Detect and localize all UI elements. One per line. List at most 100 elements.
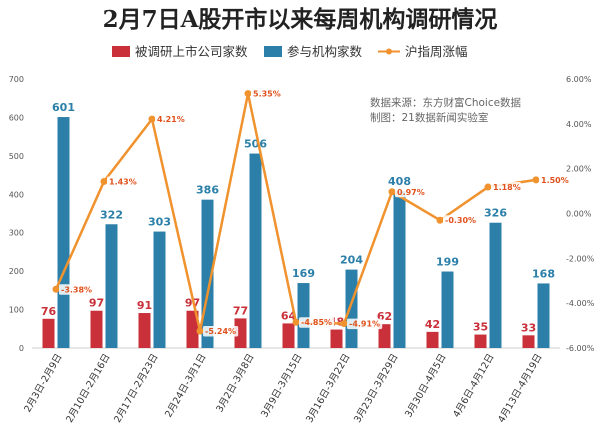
data-label-index: 1.18% — [493, 183, 521, 192]
y-left-tick-label: 200 — [9, 267, 24, 276]
data-label-institutions: 326 — [484, 207, 507, 220]
data-label-index: -5.24% — [205, 327, 236, 336]
bar-institutions — [249, 153, 262, 348]
data-label-companies: 77 — [233, 304, 248, 317]
source-line: 数据来源：东方财富Choice数据 — [370, 96, 522, 109]
index-point — [244, 90, 252, 98]
index-point — [292, 318, 300, 326]
bar-companies — [234, 318, 247, 348]
legend-label-index: 沪指周涨幅 — [405, 44, 468, 59]
data-label-companies: 97 — [89, 297, 104, 310]
data-label-index: 5.35% — [253, 90, 281, 99]
y-left-tick-label: 700 — [9, 75, 24, 84]
bar-companies — [42, 318, 55, 348]
data-label-index: -4.85% — [301, 318, 332, 327]
index-point — [388, 188, 396, 196]
bar-institutions — [57, 117, 70, 349]
bar-institutions — [297, 283, 310, 348]
bar-institutions — [345, 269, 358, 348]
index-label-bg — [443, 215, 479, 226]
legend-marker-index — [386, 48, 392, 55]
y-right-tick-label: -2.00% — [566, 254, 595, 263]
y-axis-right: -6.00% -4.00% -2.00% 0.00% 2.00% 4.00% 6.00% — [566, 75, 595, 353]
bar-institutions — [489, 222, 502, 348]
data-label-companies: 33 — [521, 321, 536, 334]
index-label-bg — [491, 182, 521, 193]
index-point — [196, 327, 204, 335]
y-right-tick-label: -4.00% — [566, 299, 595, 308]
bar-institutions — [441, 271, 454, 348]
index-label-bg — [107, 176, 137, 187]
y-right-tick-label: -6.00% — [566, 344, 595, 353]
index-point — [436, 216, 444, 224]
y-right-tick-label: 6.00% — [566, 75, 592, 84]
index-label-bg — [395, 186, 425, 198]
data-label-institutions: 204 — [340, 254, 363, 267]
y-left-tick-label: 100 — [9, 306, 24, 315]
y-axis-left: 0 100 200 300 400 500 600 700 — [9, 75, 24, 353]
bar-companies — [90, 310, 103, 348]
index-label-bg — [203, 325, 239, 337]
data-label-companies: 91 — [137, 299, 152, 312]
data-label-institutions: 303 — [148, 216, 171, 229]
index-line — [54, 92, 537, 333]
x-tick-label: 2月17日-2月23日 — [112, 352, 160, 424]
x-tick-label: 3月9日-3月15日 — [259, 352, 304, 420]
data-label-index: 1.50% — [541, 176, 569, 185]
data-label-index: -0.30% — [445, 216, 476, 225]
data-label-institutions: 386 — [196, 184, 219, 197]
x-tick-label: 2月24日-3月1日 — [163, 352, 208, 420]
data-label-companies: 42 — [425, 318, 440, 331]
index-point — [340, 320, 348, 328]
data-label-index: 1.43% — [109, 177, 137, 186]
legend-label-institutions: 参与机构家数 — [287, 44, 363, 59]
legend-label-companies: 被调研上市公司家数 — [135, 44, 248, 59]
y-right-tick-label: 4.00% — [566, 120, 592, 129]
bar-companies — [186, 310, 199, 348]
y-left-tick-label: 500 — [9, 152, 24, 161]
bar-companies — [138, 313, 151, 348]
y-right-tick-label: 0.00% — [566, 210, 592, 219]
y-left-tick-label: 0 — [19, 344, 24, 353]
index-label-bg — [251, 88, 281, 100]
x-tick-label: 2月3日-2月9日 — [22, 352, 64, 414]
data-label-companies: 76 — [41, 305, 57, 318]
bar-companies — [426, 331, 439, 348]
data-label-institutions: 601 — [52, 101, 75, 114]
bar-companies — [282, 323, 295, 348]
index-point — [148, 115, 156, 123]
x-tick-label: 3月23日-3月29日 — [352, 352, 400, 424]
x-tick-label: 3月2日-3月8日 — [214, 352, 256, 414]
data-label-index: -3.38% — [61, 285, 92, 294]
data-label-index: 4.21% — [157, 115, 185, 124]
y-left-tick-label: 600 — [9, 113, 24, 122]
index-point — [100, 177, 108, 185]
data-label-companies: 35 — [473, 321, 488, 334]
data-label-institutions: 169 — [292, 267, 315, 280]
index-label-bg — [155, 114, 185, 125]
index-label-bg — [299, 317, 335, 328]
y-left-tick-label: 400 — [9, 190, 24, 199]
bar-companies — [378, 324, 391, 348]
bar-companies — [522, 335, 535, 348]
index-point — [52, 285, 60, 293]
data-label-index: -4.91% — [349, 320, 380, 329]
index-label-bg — [347, 318, 383, 330]
bar-companies — [474, 334, 487, 348]
bar-companies — [330, 329, 343, 348]
data-label-index: 0.97% — [397, 188, 425, 197]
index-point — [532, 176, 540, 184]
x-axis: 2月3日-2月9日 2月10日-2月16日 2月17日-2月23日 2月24日-3月1… — [22, 352, 544, 424]
line-series: -3.38% 1.43% 4.21% -5.24% 5.35% -4.85% -4.91% 0… — [52, 88, 569, 337]
data-label-institutions: 168 — [532, 267, 555, 280]
legend: 被调研上市公司家数 参与机构家数 沪指周涨幅 — [112, 44, 468, 59]
y-left-tick-label: 300 — [9, 229, 24, 238]
bar-institutions — [393, 191, 406, 348]
data-label-companies: 64 — [281, 309, 297, 322]
data-label-institutions: 199 — [436, 256, 459, 269]
x-tick-label: 4月6日-4月12日 — [451, 352, 496, 420]
index-point — [484, 183, 492, 191]
